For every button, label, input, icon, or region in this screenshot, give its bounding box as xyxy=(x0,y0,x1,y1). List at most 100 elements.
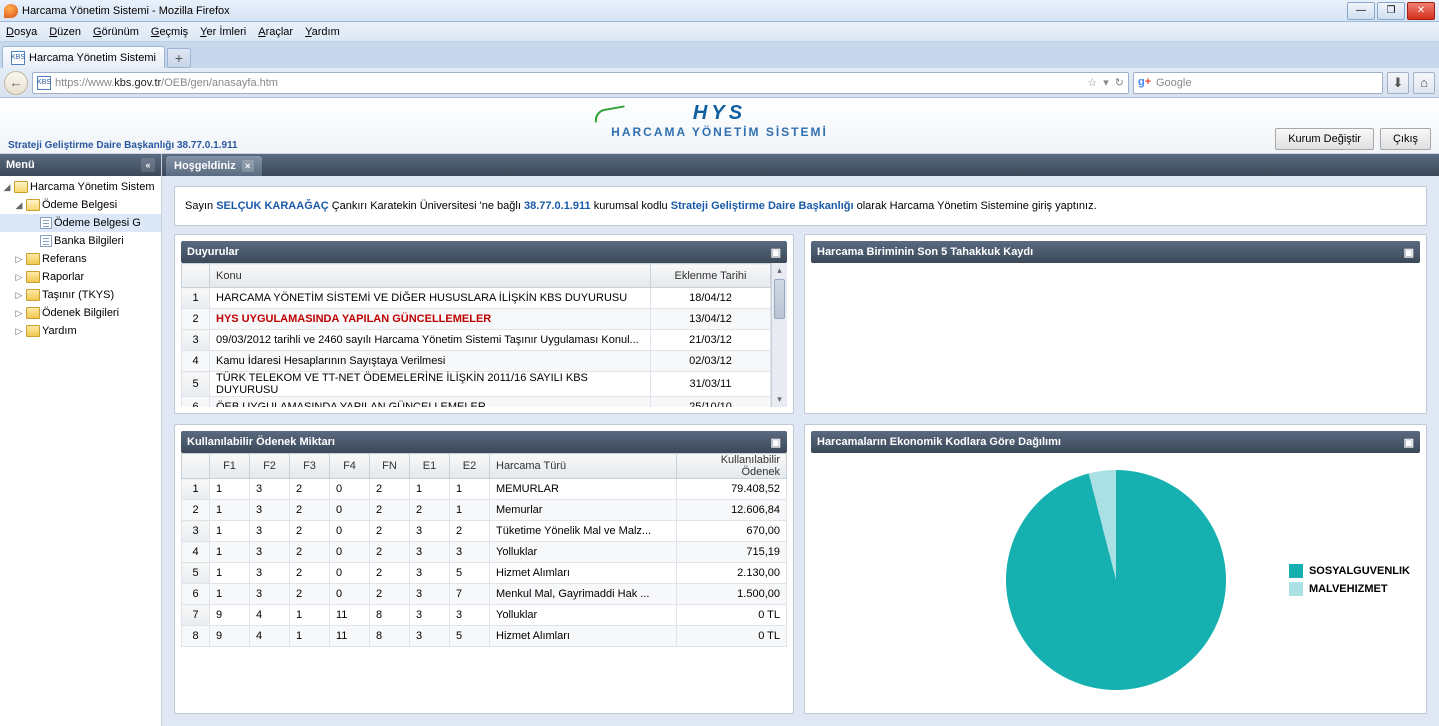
table-row[interactable]: 41320233Yolluklar715,19 xyxy=(182,542,787,563)
table-row[interactable]: 4Kamu İdaresi Hesaplarının Sayıştaya Ver… xyxy=(182,351,771,372)
content-area: Hoşgeldiniz × Sayın SELÇUK KARAAĞAÇ Çank… xyxy=(162,154,1439,726)
maximize-button[interactable]: ❐ xyxy=(1377,2,1405,20)
document-icon xyxy=(40,217,52,229)
pie-chart xyxy=(1006,470,1226,690)
tab-label: Harcama Yönetim Sistemi xyxy=(29,52,156,64)
downloads-button[interactable]: ⬇ xyxy=(1387,72,1409,94)
panel-title: Harcama Biriminin Son 5 Tahakkuk Kaydı xyxy=(817,246,1033,258)
col-header[interactable]: Harcama Türü xyxy=(490,454,677,479)
window-titlebar: Harcama Yönetim Sistemi - Mozilla Firefo… xyxy=(0,0,1439,22)
collapse-panel-icon[interactable]: ▣ xyxy=(771,436,781,449)
col-header[interactable]: FN xyxy=(370,454,410,479)
menu-yerimleri[interactable]: Yer İmleri xyxy=(200,26,246,38)
collapse-panel-icon[interactable]: ▣ xyxy=(771,246,781,259)
table-row[interactable]: 794111833Yolluklar0 TL xyxy=(182,605,787,626)
window-title: Harcama Yönetim Sistemi - Mozilla Firefo… xyxy=(22,5,1347,17)
scrollbar[interactable] xyxy=(771,263,787,407)
scroll-thumb[interactable] xyxy=(774,279,785,319)
odenek-table: F1F2F3F4FNE1E2Harcama TürüKullanılabilir… xyxy=(181,453,787,647)
menu-title: Menü xyxy=(6,159,35,171)
search-placeholder: Google xyxy=(1156,77,1191,89)
collapse-panel-icon[interactable]: ▣ xyxy=(1404,246,1414,259)
favicon-icon: KBS xyxy=(11,51,25,65)
table-row[interactable]: 31320232Tüketime Yönelik Mal ve Malz...6… xyxy=(182,521,787,542)
menu-duzen[interactable]: Düzen xyxy=(49,26,81,38)
pie-legend: SOSYALGUVENLIK MALVEHIZMET xyxy=(1289,560,1410,600)
col-header[interactable]: F4 xyxy=(330,454,370,479)
url-text: https://www.kbs.gov.tr/OEB/gen/anasayfa.… xyxy=(55,77,1083,89)
table-row[interactable]: 5TÜRK TELEKOM VE TT-NET ÖDEMELERİNE İLİŞ… xyxy=(182,372,771,397)
tree-referans[interactable]: ▷Referans xyxy=(0,250,161,268)
tree-tasinir[interactable]: ▷Taşınır (TKYS) xyxy=(0,286,161,304)
tree-root[interactable]: ◢Harcama Yönetim Sistem xyxy=(0,178,161,196)
collapse-panel-icon[interactable]: ▣ xyxy=(1404,436,1414,449)
col-header[interactable]: E1 xyxy=(410,454,450,479)
table-row[interactable]: 2HYS UYGULAMASINDA YAPILAN GÜNCELLEMELER… xyxy=(182,309,771,330)
panel-title: Duyurular xyxy=(187,246,239,258)
table-row[interactable]: 1HARCAMA YÖNETİM SİSTEMİ VE DİĞER HUSUSL… xyxy=(182,288,771,309)
col-tarih[interactable]: Eklenme Tarihi xyxy=(651,264,771,288)
tree-odenek[interactable]: ▷Ödenek Bilgileri xyxy=(0,304,161,322)
change-org-button[interactable]: Kurum Değiştir xyxy=(1275,128,1374,150)
panel-title: Kullanılabilir Ödenek Miktarı xyxy=(187,436,335,448)
tree-raporlar[interactable]: ▷Raporlar xyxy=(0,268,161,286)
duyurular-table: Konu Eklenme Tarihi 1HARCAMA YÖNETİM SİS… xyxy=(181,263,771,407)
tree-yardim[interactable]: ▷Yardım xyxy=(0,322,161,340)
firefox-icon xyxy=(4,4,18,18)
org-label: Strateji Geliştirme Daire Başkanlığı 38.… xyxy=(8,140,238,151)
dropdown-icon[interactable]: ▾ xyxy=(1103,76,1109,89)
sidebar: Menü « ◢Harcama Yönetim Sistem ◢Ödeme Be… xyxy=(0,154,162,726)
google-icon: g+ xyxy=(1138,76,1152,90)
browser-tabbar: KBS Harcama Yönetim Sistemi + xyxy=(0,42,1439,68)
col-header[interactable]: E2 xyxy=(450,454,490,479)
browser-tab[interactable]: KBS Harcama Yönetim Sistemi xyxy=(2,46,165,68)
new-tab-button[interactable]: + xyxy=(167,48,191,68)
bookmark-star-icon[interactable]: ☆ xyxy=(1087,76,1097,89)
tree-odeme-belgesi-g[interactable]: Ödeme Belgesi G xyxy=(0,214,161,232)
back-button[interactable]: ← xyxy=(4,71,28,95)
menu-gorunum[interactable]: Görünüm xyxy=(93,26,139,38)
menu-araclar[interactable]: Araçlar xyxy=(258,26,293,38)
panel-title: Harcamaların Ekonomik Kodlara Göre Dağıl… xyxy=(817,436,1061,448)
content-tab-hosgeldiniz[interactable]: Hoşgeldiniz × xyxy=(166,156,262,176)
col-header[interactable]: F1 xyxy=(210,454,250,479)
table-row[interactable]: 11320211MEMURLAR79.408,52 xyxy=(182,479,787,500)
menu-gecmis[interactable]: Geçmiş xyxy=(151,26,188,38)
nav-tree: ◢Harcama Yönetim Sistem ◢Ödeme Belgesi Ö… xyxy=(0,176,161,342)
legend-item: SOSYALGUVENLIK xyxy=(1289,564,1410,578)
close-tab-icon[interactable]: × xyxy=(242,160,254,172)
table-row[interactable]: 51320235Hizmet Alımları2.130,00 xyxy=(182,563,787,584)
table-row[interactable]: 309/03/2012 tarihli ve 2460 sayılı Harca… xyxy=(182,330,771,351)
app-logo: HYS HARCAMA YÖNETİM SİSTEMİ xyxy=(611,102,828,139)
col-konu[interactable]: Konu xyxy=(210,264,651,288)
search-box[interactable]: g+ Google xyxy=(1133,72,1383,94)
table-row[interactable]: 61320237Menkul Mal, Gayrimaddi Hak ...1.… xyxy=(182,584,787,605)
reload-icon[interactable]: ↻ xyxy=(1115,76,1124,89)
panel-pie: Harcamaların Ekonomik Kodlara Göre Dağıl… xyxy=(804,424,1427,714)
table-row[interactable]: 21320221Memurlar12.606,84 xyxy=(182,500,787,521)
minimize-button[interactable]: — xyxy=(1347,2,1375,20)
tree-banka[interactable]: Banka Bilgileri xyxy=(0,232,161,250)
exit-button[interactable]: Çıkış xyxy=(1380,128,1431,150)
table-row[interactable]: 6ÖEB UYGULAMASINDA YAPILAN GÜNCELLEMELER… xyxy=(182,397,771,408)
col-rownum xyxy=(182,264,210,288)
browser-toolbar: ← KBS https://www.kbs.gov.tr/OEB/gen/ana… xyxy=(0,68,1439,98)
panel-tahakkuk: Harcama Biriminin Son 5 Tahakkuk Kaydı ▣ xyxy=(804,234,1427,414)
home-button[interactable]: ⌂ xyxy=(1413,72,1435,94)
legend-item: MALVEHIZMET xyxy=(1289,582,1410,596)
logo-subtitle: HARCAMA YÖNETİM SİSTEMİ xyxy=(611,125,828,139)
collapse-sidebar-icon[interactable]: « xyxy=(141,158,155,172)
browser-menubar: Dosya Düzen Görünüm Geçmiş Yer İmleri Ar… xyxy=(0,22,1439,42)
tree-odeme-belgesi[interactable]: ◢Ödeme Belgesi xyxy=(0,196,161,214)
col-header[interactable]: Kullanılabilir Ödenek xyxy=(677,454,787,479)
menu-yardim[interactable]: Yardım xyxy=(305,26,340,38)
col-header[interactable]: F2 xyxy=(250,454,290,479)
col-header[interactable]: F3 xyxy=(290,454,330,479)
site-identity-icon: KBS xyxy=(37,76,51,90)
menu-header: Menü « xyxy=(0,154,161,176)
welcome-message: Sayın SELÇUK KARAAĞAÇ Çankırı Karatekin … xyxy=(174,186,1427,226)
url-bar[interactable]: KBS https://www.kbs.gov.tr/OEB/gen/anasa… xyxy=(32,72,1129,94)
table-row[interactable]: 894111835Hizmet Alımları0 TL xyxy=(182,626,787,647)
menu-dosya[interactable]: Dosya xyxy=(6,26,37,38)
close-button[interactable]: ✕ xyxy=(1407,2,1435,20)
